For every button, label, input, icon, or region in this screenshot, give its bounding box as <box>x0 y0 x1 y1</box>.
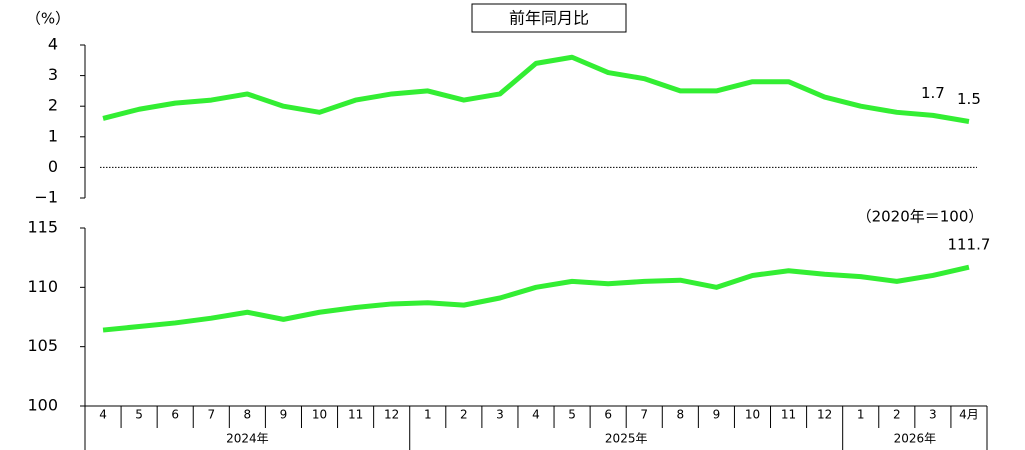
x-tick-label: 4 <box>99 408 107 422</box>
x-tick-label: 9 <box>280 408 288 422</box>
x-tick-label: 1 <box>424 408 432 422</box>
y-tick-label: −1 <box>34 188 58 207</box>
annotation: （2020年＝100） <box>857 208 984 226</box>
y-tick-label: 110 <box>27 277 58 296</box>
x-tick-label: 7 <box>640 408 648 422</box>
x-tick-label: 7 <box>207 408 215 422</box>
x-tick-label: 11 <box>781 408 796 422</box>
chart-title: 前年同月比 <box>509 9 589 28</box>
x-tick-label: 9 <box>713 408 721 422</box>
x-tick-label: 1 <box>857 408 865 422</box>
x-tick-label: 3 <box>496 408 504 422</box>
y-tick-label: 115 <box>27 218 58 237</box>
title-box <box>471 3 627 33</box>
y-tick-label: 100 <box>27 396 58 415</box>
y-axis-label: （%） <box>26 10 70 28</box>
x-tick-label: 2 <box>460 408 468 422</box>
value-label: 111.7 <box>947 236 990 254</box>
y-tick-label: 105 <box>27 336 58 355</box>
year-label: 2025年 <box>605 432 648 446</box>
x-tick-label: 2 <box>893 408 901 422</box>
year-label: 2024年 <box>226 432 269 446</box>
y-tick-label: 3 <box>48 65 58 84</box>
x-tick-label: 8 <box>676 408 684 422</box>
value-label: 1.7 <box>921 84 945 102</box>
x-tick-label: 8 <box>244 408 252 422</box>
y-tick-label: 4 <box>48 35 58 54</box>
y-tick-label: 0 <box>48 157 58 176</box>
x-tick-label: 4 <box>532 408 540 422</box>
x-tick-label: 6 <box>171 408 179 422</box>
x-tick-label: 12 <box>384 408 399 422</box>
x-tick-label: 10 <box>312 408 327 422</box>
x-tick-label: 5 <box>568 408 576 422</box>
x-tick-label: 12 <box>817 408 832 422</box>
x-tick-label: 4月 <box>959 408 979 422</box>
data-line <box>102 264 970 333</box>
data-line <box>102 54 970 124</box>
x-tick-label: 5 <box>135 408 143 422</box>
x-tick-label: 10 <box>745 408 760 422</box>
y-tick-label: 2 <box>48 96 58 115</box>
x-tick-label: 3 <box>929 408 937 422</box>
y-tick-label: 1 <box>48 126 58 145</box>
x-tick-label: 11 <box>348 408 363 422</box>
x-tick-label: 6 <box>604 408 612 422</box>
year-label: 2026年 <box>894 432 937 446</box>
value-label: 1.5 <box>957 90 981 108</box>
